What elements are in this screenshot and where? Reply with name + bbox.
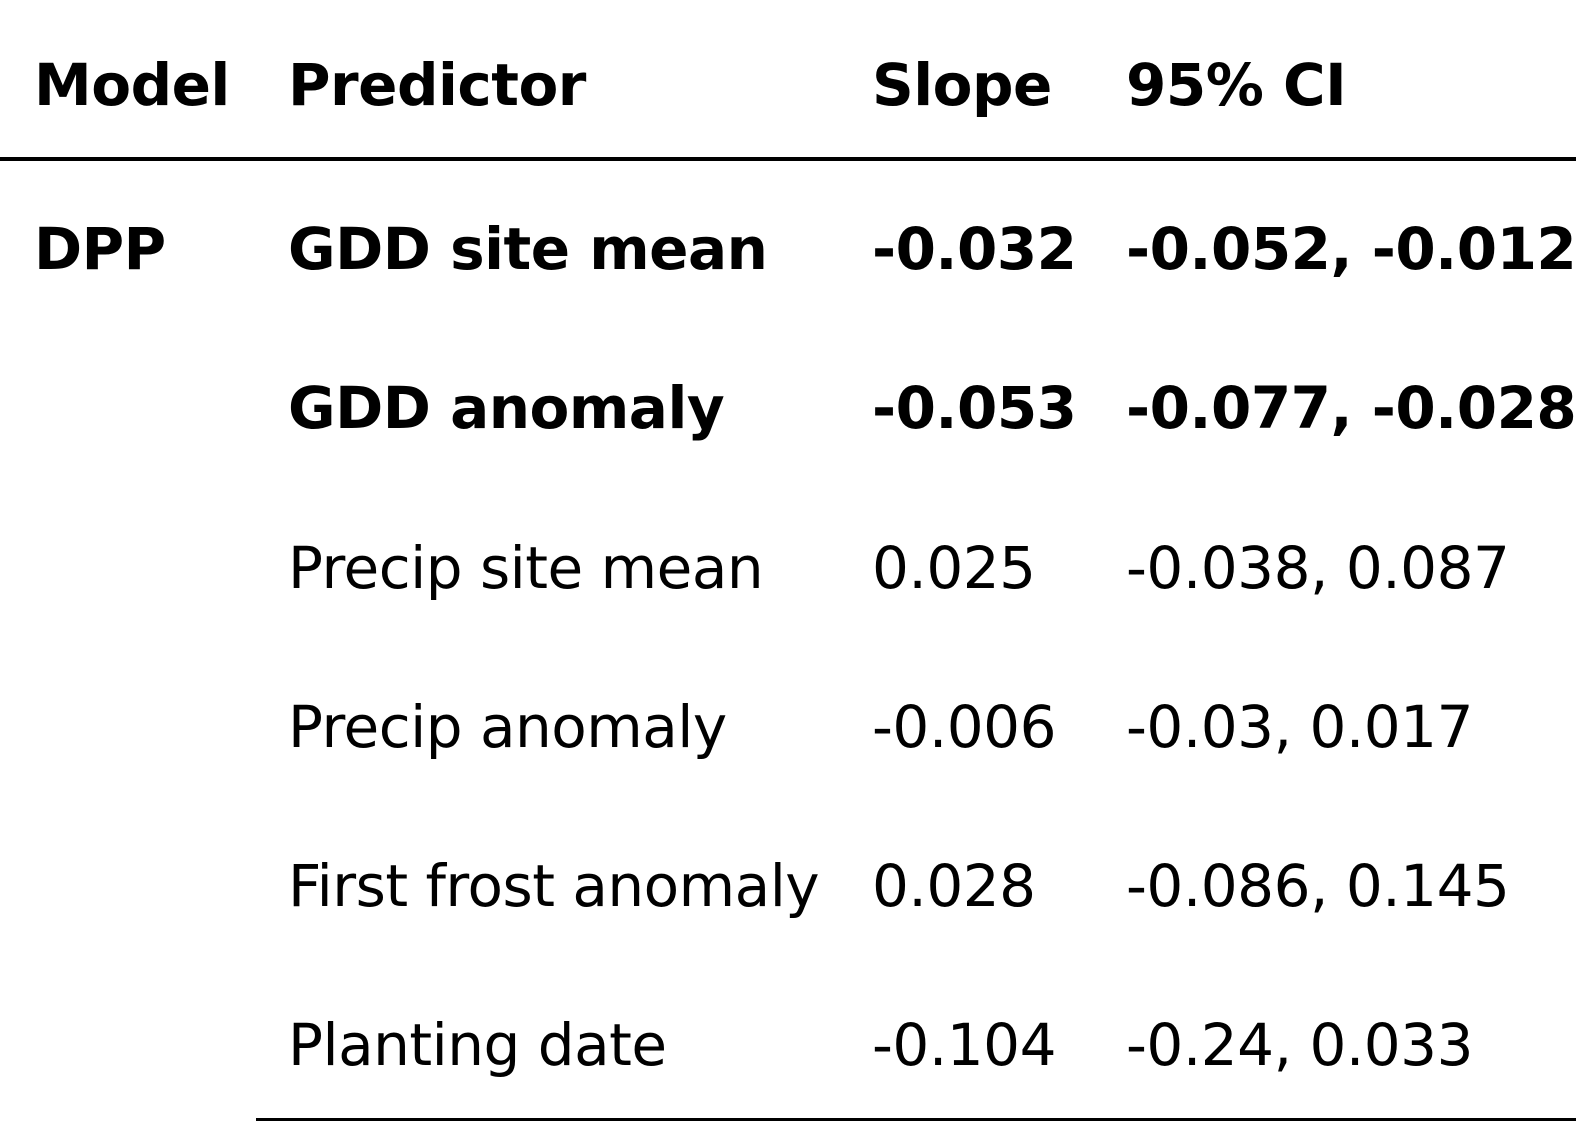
cell-slope: -0.104: [872, 1011, 1056, 1079]
cell-ci: -0.24, 0.033: [1126, 1011, 1473, 1079]
cell-slope: -0.006: [872, 693, 1056, 761]
cell-predictor: GDD site mean: [288, 215, 768, 283]
cell-slope: 0.028: [872, 852, 1036, 920]
bottom-rule: [256, 1118, 1576, 1121]
cell-predictor: Planting date: [288, 1011, 667, 1079]
cell-slope: -0.032: [872, 215, 1077, 283]
header-slope: Slope: [872, 51, 1052, 119]
cell-model: DPP: [34, 215, 166, 283]
cell-ci: -0.038, 0.087: [1126, 534, 1510, 602]
cell-ci: -0.03, 0.017: [1126, 693, 1473, 761]
cell-ci: -0.086, 0.145: [1126, 852, 1510, 920]
cell-predictor: Precip anomaly: [288, 693, 727, 761]
header-model: Model: [34, 51, 230, 119]
cell-predictor: Precip site mean: [288, 534, 764, 602]
cell-ci: -0.077, -0.028: [1126, 374, 1576, 442]
cell-predictor: GDD anomaly: [288, 374, 725, 442]
cell-predictor: First frost anomaly: [288, 852, 820, 920]
cell-slope: -0.053: [872, 374, 1077, 442]
cell-slope: 0.025: [872, 534, 1036, 602]
header-ci: 95% CI: [1126, 51, 1347, 119]
header-rule: [0, 157, 1576, 161]
cell-ci: -0.052, -0.012: [1126, 215, 1576, 283]
header-predictor: Predictor: [288, 51, 586, 119]
